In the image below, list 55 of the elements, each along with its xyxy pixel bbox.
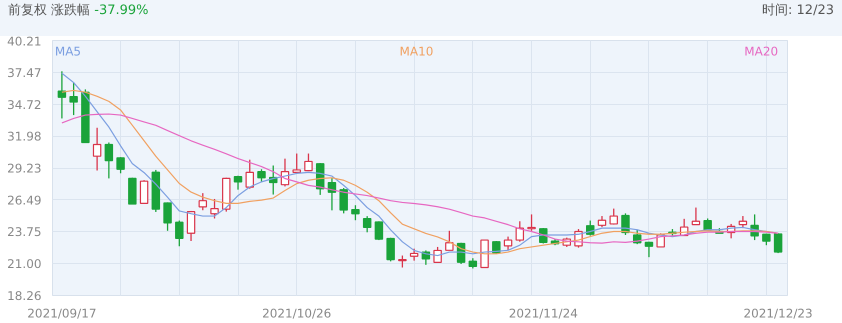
candlestick bbox=[339, 187, 348, 214]
y-tick-label: 34.72 bbox=[7, 98, 42, 112]
candlestick bbox=[692, 206, 700, 226]
candlestick bbox=[362, 216, 372, 233]
text: MA10 bbox=[400, 44, 434, 58]
candlestick bbox=[351, 204, 360, 221]
x-tick-label: 2021/11/24 bbox=[508, 306, 578, 320]
candlestick bbox=[328, 178, 336, 211]
chart-title: 前复权 涨跌幅 bbox=[8, 3, 90, 18]
candlestick bbox=[445, 230, 454, 251]
candlestick bbox=[92, 127, 102, 172]
candlestick bbox=[468, 258, 478, 270]
candlestick bbox=[198, 192, 208, 211]
candlestick bbox=[175, 220, 184, 247]
y-tick-label: 31.98 bbox=[7, 130, 42, 144]
candlestick bbox=[186, 210, 196, 242]
candlestick bbox=[234, 175, 242, 190]
x-tick-label: 2021/12/23 bbox=[744, 306, 813, 320]
y-tick-label: 21.00 bbox=[7, 257, 42, 272]
x-tick-label: 2021/10/26 bbox=[262, 306, 332, 320]
candlestick bbox=[527, 214, 536, 232]
candlestick bbox=[69, 82, 78, 116]
candlestick bbox=[210, 198, 219, 220]
candlestick bbox=[644, 241, 654, 258]
candlestick bbox=[292, 152, 301, 174]
candlestick bbox=[516, 220, 524, 242]
candlestick bbox=[398, 254, 407, 268]
candlestick bbox=[116, 156, 125, 174]
candlestick bbox=[163, 202, 172, 232]
y-tick-label: 40.21 bbox=[7, 34, 42, 48]
y-tick-label: 29.23 bbox=[7, 162, 42, 176]
y-tick-label: 18.26 bbox=[7, 289, 42, 303]
y-tick-label: 23.75 bbox=[7, 225, 42, 240]
candlestick bbox=[140, 179, 148, 204]
candlestick bbox=[104, 142, 114, 180]
candlestick bbox=[246, 159, 254, 190]
candlestick bbox=[58, 70, 66, 120]
text: MA20 bbox=[744, 44, 778, 58]
x-tick-label: 2021/09/17 bbox=[27, 306, 96, 320]
candlestick bbox=[386, 237, 395, 262]
y-tick-label: 37.47 bbox=[7, 66, 42, 80]
candlestick bbox=[433, 246, 442, 264]
text: -37.99% bbox=[94, 3, 149, 18]
candlestick bbox=[609, 208, 618, 226]
text: 时间: 12/23 bbox=[762, 2, 834, 20]
candlestick bbox=[304, 152, 313, 172]
y-tick-label: 26.49 bbox=[7, 193, 42, 208]
candlestick bbox=[504, 236, 512, 251]
candlestick bbox=[762, 232, 771, 246]
series-label: MA5 bbox=[54, 44, 82, 58]
candlestick bbox=[410, 248, 418, 262]
candlestick bbox=[257, 168, 266, 183]
candlestick bbox=[774, 232, 782, 254]
candlestick bbox=[598, 215, 606, 228]
candlestick bbox=[738, 215, 748, 229]
